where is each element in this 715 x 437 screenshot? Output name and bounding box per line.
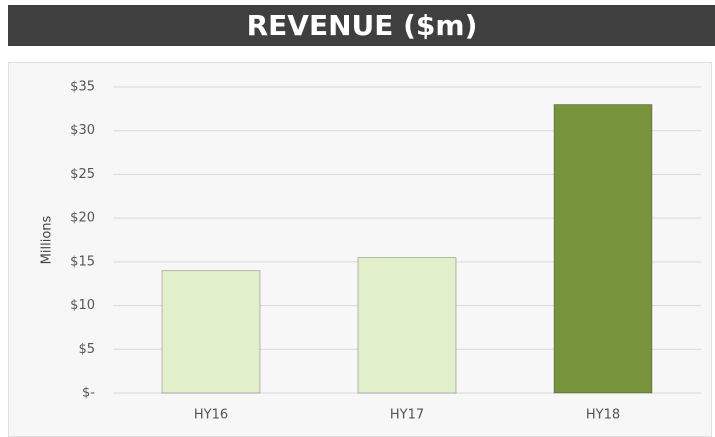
title-banner	[8, 5, 715, 46]
y-tick-label: $30	[70, 123, 95, 138]
bar	[161, 270, 261, 394]
y-tick-label: $25	[70, 167, 95, 182]
x-tick-label: HY18	[586, 408, 620, 423]
y-tick-label: $20	[70, 211, 95, 226]
y-tick-label: $-	[82, 386, 95, 401]
x-tick-label: HY17	[390, 408, 424, 423]
bar	[553, 103, 653, 394]
y-axis-label: Millions	[40, 215, 55, 264]
y-tick-label: $15	[70, 254, 95, 269]
y-tick-label: $10	[70, 298, 95, 313]
chart-title: REVENUE ($m)	[247, 9, 478, 42]
y-tick-label: $5	[78, 342, 95, 357]
y-tick-label: $35	[70, 80, 95, 95]
x-tick-label: HY16	[194, 408, 228, 423]
bar	[357, 256, 457, 394]
